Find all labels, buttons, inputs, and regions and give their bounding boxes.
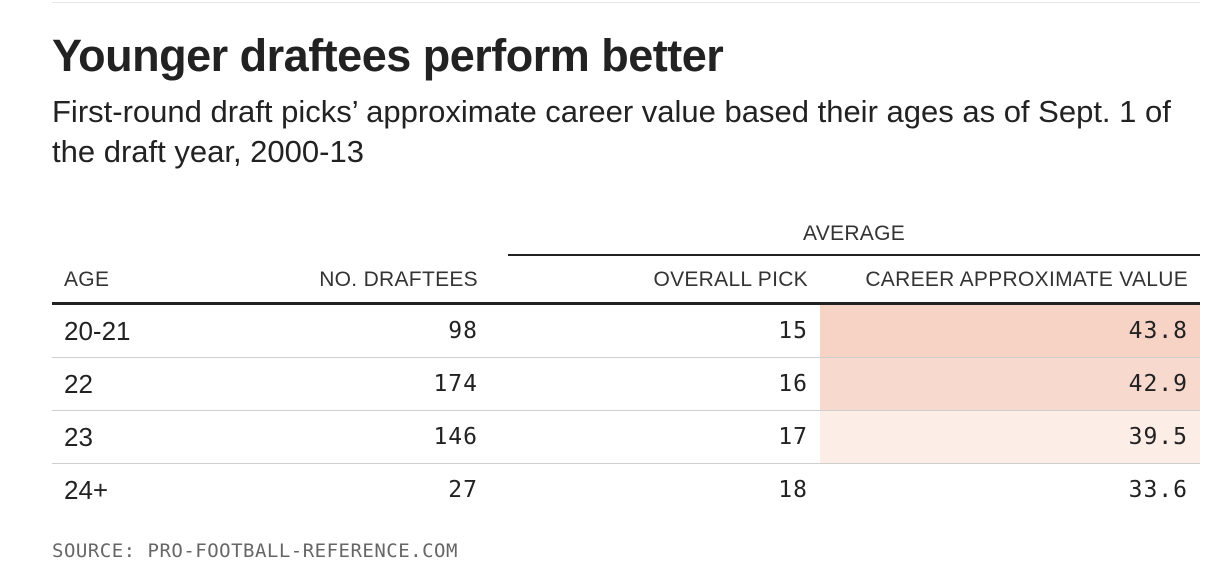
draftees-cell: 27 (448, 477, 478, 503)
column-header-draftees: NO. DRAFTEES (222, 258, 490, 305)
table-row: 22 174 16 42.9 (52, 357, 1200, 411)
table-row: 23 146 17 39.5 (52, 410, 1200, 464)
age-cell: 22 (52, 357, 222, 411)
age-cell: 24+ (64, 474, 109, 505)
top-rule (52, 2, 1200, 3)
group-header-average: AVERAGE (508, 218, 1200, 256)
career-av-cell: 33.6 (820, 463, 1200, 516)
draftees-cell: 174 (222, 357, 490, 411)
table-row: 24+ 27 18 33.6 (52, 463, 1200, 516)
chart-subtitle: First-round draft picks’ approximate car… (52, 94, 1171, 169)
header-row: AGE NO. DRAFTEES OVERALL PICK CAREER APP… (52, 258, 1200, 305)
draftees-cell: 98 (222, 303, 490, 358)
draftees-cell: 146 (222, 410, 490, 464)
source-note: SOURCE: PRO-FOOTBALL-REFERENCE.COM (52, 540, 458, 562)
column-header-age: AGE (52, 258, 222, 305)
overall-pick-cell: 16 (490, 357, 820, 411)
chart-title: Younger draftees perform better (52, 30, 724, 81)
career-av-cell: 42.9 (820, 357, 1200, 411)
career-av-cell: 39.5 (820, 410, 1200, 464)
age-cell: 20-21 (52, 303, 222, 358)
table-row: 20-21 98 15 43.8 (52, 303, 1200, 358)
column-header-career-av: CAREER APPROXIMATE VALUE (820, 258, 1200, 305)
career-av-cell: 43.8 (820, 303, 1200, 358)
age-cell: 23 (52, 410, 222, 464)
column-header-overall-pick: OVERALL PICK (490, 258, 820, 305)
data-table: AGE NO. DRAFTEES OVERALL PICK CAREER APP… (52, 258, 1200, 516)
overall-pick-cell: 18 (778, 477, 808, 503)
overall-pick-cell: 15 (490, 303, 820, 358)
overall-pick-cell: 17 (490, 410, 820, 464)
